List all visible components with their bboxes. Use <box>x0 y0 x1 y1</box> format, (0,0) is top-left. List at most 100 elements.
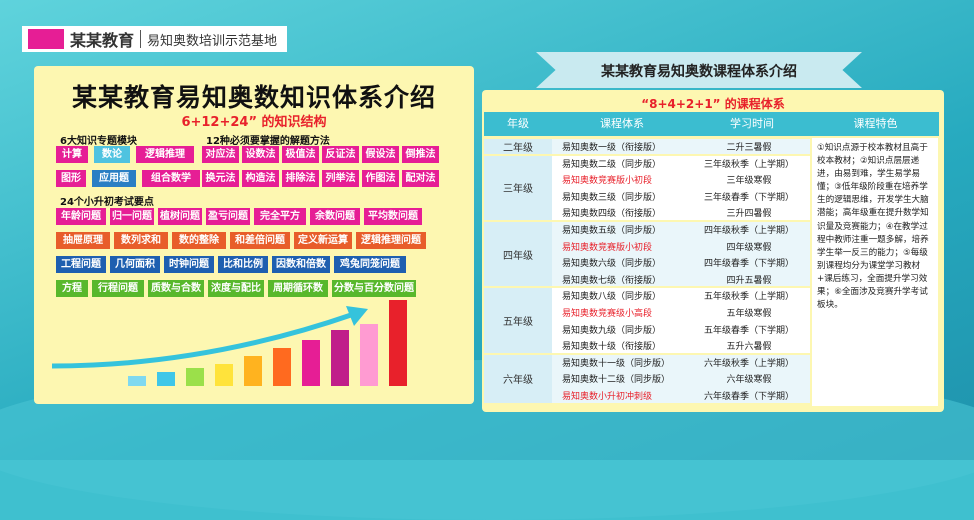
course-name: 易知奥数十一级（同步版） <box>562 358 671 369</box>
exam-point-tag: 方程 <box>56 280 88 297</box>
module-tag: 计算 <box>56 146 88 163</box>
module-tag: 应用题 <box>92 170 136 187</box>
exam-point-tag: 周期循环数 <box>268 280 328 297</box>
header-time: 学习时间 <box>730 117 774 130</box>
exam-point-tag: 几何面积 <box>110 256 160 273</box>
study-time: 三年级春季（下学期） <box>703 192 794 203</box>
arrow-head-icon <box>346 306 368 326</box>
exam-point-tag: 鸡兔同笼问题 <box>334 256 406 273</box>
exam-point-tag: 分数与百分数问题 <box>332 280 416 297</box>
grade-band <box>552 155 810 220</box>
module-tag: 图形 <box>56 170 86 187</box>
method-tag: 列举法 <box>322 170 359 187</box>
study-time: 五年级寒假 <box>726 309 772 319</box>
course-name: 易知奥数十二级（同步版） <box>562 375 671 386</box>
methods-heading: 12种必须要掌握的解题方法 <box>206 136 330 147</box>
method-tag: 配对法 <box>402 170 439 187</box>
grade-band <box>552 288 810 353</box>
course-name: 易知奥数一级（衔接版） <box>562 143 662 153</box>
grade-cell: 六年级 <box>484 354 552 403</box>
growth-bar <box>244 356 262 386</box>
course-name: 易知奥数小升初冲刺级 <box>562 392 653 402</box>
knowledge-title: 某某教育易知奥数知识体系介绍 <box>71 83 436 112</box>
method-tag: 极值法 <box>282 146 319 163</box>
grade-cell: 二年级 <box>484 139 552 154</box>
method-tag: 构造法 <box>242 170 279 187</box>
grade-cell: 四年级 <box>484 222 552 287</box>
exam-point-tag: 逻辑推理问题 <box>356 232 426 249</box>
course-ribbon <box>536 52 862 88</box>
growth-bar <box>215 364 233 386</box>
table-header: 年级 课程体系 学习时间 课程特色 <box>484 112 939 136</box>
method-tag: 排除法 <box>282 170 319 187</box>
growth-bar <box>302 340 320 386</box>
growth-arrow <box>51 311 355 369</box>
growth-bar <box>389 300 407 386</box>
course-name: 易知奥数七级（衔接版） <box>562 275 662 286</box>
exam-point-tag: 定义新运算 <box>294 232 352 249</box>
study-time: 四年级寒假 <box>726 242 772 253</box>
growth-bar <box>186 368 204 386</box>
method-tag: 对应法 <box>202 146 239 163</box>
exam-point-tag: 比和比例 <box>218 256 268 273</box>
module-tag: 数论 <box>94 146 130 163</box>
points-heading: 24个小升初考试要点 <box>60 197 154 208</box>
method-tag: 作图法 <box>362 170 399 187</box>
course-name: 易知奥数十级（衔接版） <box>562 342 662 353</box>
growth-bar <box>128 376 146 386</box>
course-name: 易知奥数五级（同步版） <box>562 226 662 236</box>
exam-point-tag: 完全平方 <box>254 208 306 225</box>
grade-band <box>552 354 810 403</box>
method-tag: 倒推法 <box>402 146 439 163</box>
brand-subtitle: 易知奥数培训示范基地 <box>147 33 278 49</box>
exam-point-tag: 质数与合数 <box>148 280 204 297</box>
exam-point-tag: 工程问题 <box>56 256 106 273</box>
exam-point-tag: 归一问题 <box>110 208 154 225</box>
course-name: 易知奥数竞赛版小初段 <box>562 176 653 187</box>
brand-logo <box>28 29 64 49</box>
course-name: 易知奥数竞赛级小高段 <box>562 309 653 319</box>
course-name: 易知奥数八级（同步版） <box>562 292 662 303</box>
grade-band <box>552 222 810 287</box>
study-time: 三年级秋季（上学期） <box>703 159 794 170</box>
course-name: 易知奥数竞赛版小初段 <box>562 242 653 253</box>
grade-cell: 三年级 <box>484 155 552 220</box>
course-subtitle: “8+4+2+1” 的课程体系 <box>641 97 785 111</box>
exam-point-tag: 植树问题 <box>158 208 202 225</box>
course-name: 易知奥数九级（同步版） <box>562 325 662 336</box>
study-time: 六年级寒假 <box>726 375 772 386</box>
exam-point-tag: 和差倍问题 <box>230 232 290 249</box>
study-time: 五年级秋季（上学期） <box>703 292 794 303</box>
grade-band <box>552 139 810 154</box>
knowledge-board: 某某教育易知奥数知识体系介绍 6+12+24” 的知识结构 6大知识专题模块 1… <box>34 66 474 404</box>
exam-point-tag: 因数和倍数 <box>272 256 330 273</box>
exam-point-tag: 年龄问题 <box>56 208 106 225</box>
growth-chart <box>51 300 407 386</box>
exam-point-tag: 平均数问题 <box>364 208 422 225</box>
exam-point-tag: 余数问题 <box>310 208 360 225</box>
course-title: 某某教育易知奥数课程体系介绍 <box>601 64 797 80</box>
exam-point-tag: 浓度与配比 <box>208 280 264 297</box>
study-time: 五升六暑假 <box>726 342 772 353</box>
study-time: 三年级寒假 <box>726 176 772 187</box>
study-time: 五年级春季（下学期） <box>703 325 794 336</box>
brand-divider <box>140 30 142 48</box>
knowledge-subtitle: 6+12+24” 的知识结构 <box>181 115 327 130</box>
study-time: 六年级春季（下学期） <box>703 392 794 402</box>
growth-bar <box>273 348 291 386</box>
modules-heading: 6大知识专题模块 <box>60 136 137 147</box>
module-tag: 组合数学 <box>142 170 200 187</box>
study-time: 四年级春季（下学期） <box>703 259 794 270</box>
study-time: 三升四暑假 <box>726 209 772 220</box>
study-time: 四年级秋季（上学期） <box>703 226 794 236</box>
module-tag: 逻辑推理 <box>136 146 194 163</box>
header-feature: 课程特色 <box>853 117 898 130</box>
study-time: 二升三暑假 <box>726 143 772 153</box>
course-name: 易知奥数二级（同步版） <box>562 159 662 170</box>
header-grade: 年级 <box>507 117 529 130</box>
growth-bar <box>157 372 175 386</box>
exam-point-tag: 行程问题 <box>92 280 144 297</box>
exam-point-tag: 抽屉原理 <box>56 232 110 249</box>
study-time: 四升五暑假 <box>726 275 772 286</box>
course-name: 易知奥数六级（同步版） <box>562 259 662 270</box>
